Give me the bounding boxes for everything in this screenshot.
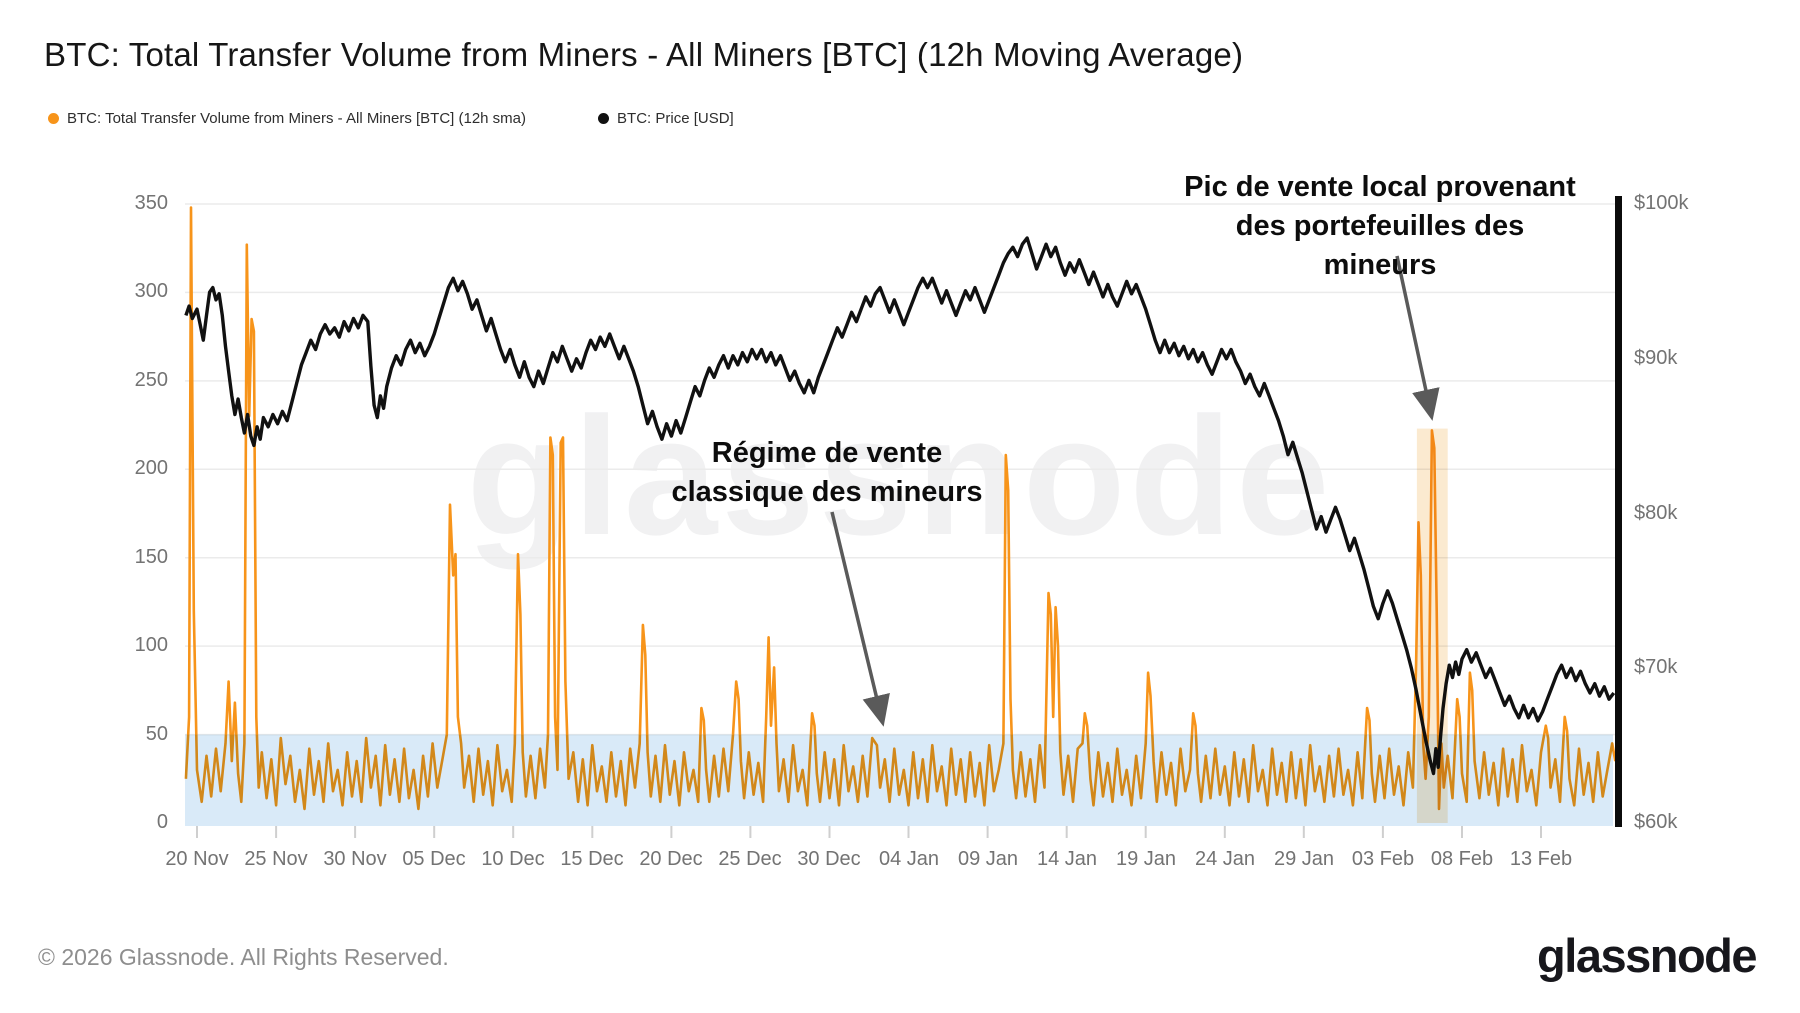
- right-axis-tick-label: $60k: [1634, 811, 1678, 833]
- annotation-spike: Pic de vente local provenant des portefe…: [1180, 168, 1580, 285]
- left-axis-tick-label: 200: [134, 457, 168, 479]
- left-axis-tick-label: 300: [134, 280, 168, 302]
- x-axis-tick-label: 10 Dec: [481, 848, 545, 870]
- annotation-regime-line1: Régime de vente: [711, 437, 943, 469]
- x-axis-tick-label: 20 Nov: [165, 848, 229, 870]
- right-axis-tick-label: $100k: [1634, 192, 1689, 214]
- right-axis-tick-label: $70k: [1634, 656, 1678, 678]
- left-axis-tick-label: 250: [134, 369, 168, 391]
- left-axis-tick-label: 0: [156, 811, 168, 833]
- legend-label-price: BTC: Price [USD]: [617, 110, 734, 127]
- x-axis-tick-label: 04 Jan: [878, 848, 940, 870]
- left-axis-tick-label: 50: [145, 723, 168, 745]
- x-axis-tick-label: 30 Dec: [797, 848, 861, 870]
- x-axis-tick-label: 24 Jan: [1194, 848, 1256, 870]
- legend-item-price[interactable]: BTC: Price [USD]: [598, 110, 734, 127]
- x-axis-tick-label: 15 Dec: [560, 848, 624, 870]
- legend: BTC: Total Transfer Volume from Miners -…: [48, 110, 734, 127]
- x-axis-tick-label: 20 Dec: [639, 848, 703, 870]
- highlight-bands: [185, 428, 1613, 826]
- left-axis-tick-label: 150: [134, 546, 168, 568]
- legend-item-volume[interactable]: BTC: Total Transfer Volume from Miners -…: [48, 110, 526, 127]
- x-axis-tick-label: 14 Jan: [1036, 848, 1098, 870]
- classic-regime-band: [185, 734, 1613, 826]
- x-axis-tick-label: 08 Feb: [1430, 848, 1494, 870]
- chart-title: BTC: Total Transfer Volume from Miners -…: [44, 36, 1244, 73]
- x-axis-tick-label: 25 Dec: [718, 848, 782, 870]
- regime-annotation-arrow: [830, 511, 890, 727]
- glassnode-logo: glassnode: [1537, 929, 1757, 982]
- annotation-spike-line2: des portefeuilles des mineurs: [1235, 210, 1525, 281]
- legend-label-volume: BTC: Total Transfer Volume from Miners -…: [67, 110, 527, 127]
- x-axis-tick-label: 05 Dec: [402, 848, 466, 870]
- copyright-text: © 2026 Glassnode. All Rights Reserved.: [38, 944, 449, 970]
- legend-marker-volume-icon: [48, 113, 59, 124]
- left-axis-tick-label: 100: [134, 634, 168, 656]
- x-axis-tick-label: 09 Jan: [957, 848, 1019, 870]
- right-axis-tick-label: $80k: [1634, 502, 1678, 524]
- annotation-arrows: [830, 255, 1440, 727]
- x-axis-tick-label: 29 Jan: [1273, 848, 1335, 870]
- x-axis-ticks: [196, 826, 1542, 838]
- x-axis-tick-label: 25 Nov: [244, 848, 308, 870]
- spike-annotation-arrow: [1395, 255, 1440, 421]
- spike-highlight-band: [1416, 428, 1448, 823]
- legend-marker-price-icon: [598, 113, 610, 124]
- annotation-regime: Régime de vente classique des mineurs: [627, 434, 1027, 512]
- x-axis-tick-label: 13 Feb: [1509, 848, 1573, 870]
- right-axis-spine: [1615, 196, 1622, 827]
- price-series-line: [184, 236, 1616, 776]
- x-axis-tick-label: 03 Feb: [1351, 848, 1415, 870]
- right-axis-tick-label: $90k: [1634, 347, 1678, 369]
- left-axis-tick-label: 350: [134, 192, 168, 214]
- annotation-regime-line2: classique des mineurs: [671, 476, 983, 508]
- x-axis-tick-label: 19 Jan: [1115, 848, 1177, 870]
- x-axis-tick-label: 30 Nov: [323, 848, 387, 870]
- annotation-spike-line1: Pic de vente local provenant: [1184, 171, 1576, 203]
